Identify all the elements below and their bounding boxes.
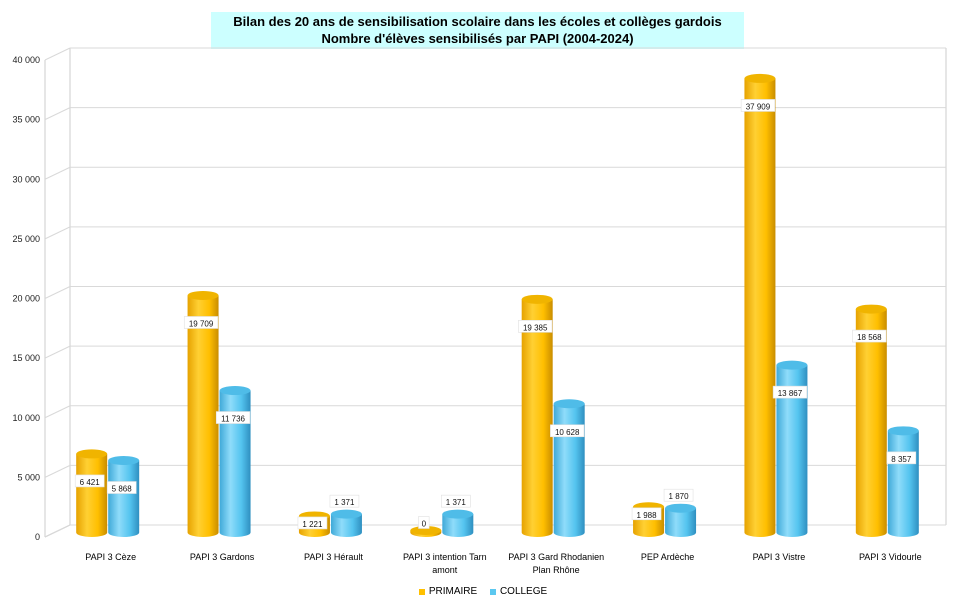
gridline xyxy=(44,286,946,299)
legend-label-college: COLLEGE xyxy=(499,586,548,597)
data-label: 1 870 xyxy=(663,488,694,502)
svg-text:8 357: 8 357 xyxy=(891,455,912,464)
data-label: 0 xyxy=(418,516,430,529)
legend-item-primaire: PRIMAIRE xyxy=(418,586,478,597)
x-tick-label: PAPI 3 Hérault xyxy=(304,552,363,562)
data-label: 1 371 xyxy=(441,494,471,508)
svg-text:1 371: 1 371 xyxy=(446,498,467,507)
y-tick-label: 5 000 xyxy=(17,472,40,482)
data-label: 13 867 xyxy=(772,385,808,399)
bar-primaire xyxy=(187,290,219,537)
bar-college xyxy=(665,503,697,537)
x-tick-label: PAPI 3 Gard Rhodanien Plan Rhône xyxy=(508,552,604,575)
svg-text:5 868: 5 868 xyxy=(112,485,133,494)
bar-primaire xyxy=(855,304,887,537)
data-label: 19 385 xyxy=(518,320,553,333)
y-tick-label: 10 000 xyxy=(12,413,40,423)
gridline xyxy=(44,524,946,538)
svg-text:0: 0 xyxy=(422,520,427,529)
legend-label-primaire: PRIMAIRE xyxy=(428,586,478,597)
legend-item-college: COLLEGE xyxy=(489,586,548,597)
data-label: 19 709 xyxy=(183,316,219,329)
y-tick-label: 20 000 xyxy=(12,294,40,304)
svg-text:1 371: 1 371 xyxy=(334,498,355,507)
data-label: 1 371 xyxy=(329,494,360,508)
legend-swatch-primaire xyxy=(418,588,425,595)
x-tick-label: PAPI 3 Gardons xyxy=(190,552,255,562)
data-label: 10 628 xyxy=(550,424,585,438)
y-tick-label: 35 000 xyxy=(12,115,40,125)
data-label: 11 736 xyxy=(215,411,251,424)
y-tick-label: 40 000 xyxy=(12,55,40,65)
data-label: 1 988 xyxy=(631,507,662,521)
svg-text:13 867: 13 867 xyxy=(778,389,803,398)
y-tick-label: 25 000 xyxy=(12,234,40,244)
gridline xyxy=(44,405,946,419)
svg-text:19 385: 19 385 xyxy=(523,323,548,332)
svg-text:18 568: 18 568 xyxy=(857,333,882,342)
x-tick-label: PEP Ardèche xyxy=(641,552,694,562)
bar-college xyxy=(442,509,474,537)
x-tick-label: PAPI 3 intention Tarn amont xyxy=(403,552,487,575)
data-label: 37 909 xyxy=(740,99,776,112)
svg-text:19 709: 19 709 xyxy=(189,319,214,328)
bar-primaire xyxy=(521,294,553,537)
data-label: 6 421 xyxy=(74,474,105,488)
svg-text:1 870: 1 870 xyxy=(669,492,690,501)
bar-college xyxy=(553,399,585,537)
chart-title: Bilan des 20 ans de sensibilisation scol… xyxy=(211,12,744,49)
gridline xyxy=(44,47,946,61)
bar-primaire xyxy=(744,73,776,537)
chart-walls xyxy=(44,48,947,538)
bar-college xyxy=(108,456,140,537)
gridline xyxy=(44,166,946,180)
bar-primaire xyxy=(410,526,442,537)
legend-swatch-college xyxy=(489,588,496,595)
y-tick-label: 15 000 xyxy=(12,353,40,363)
gridline xyxy=(44,464,946,478)
x-tick-label: PAPI 3 Cèze xyxy=(85,552,136,562)
x-tick-label: PAPI 3 Vistre xyxy=(753,552,806,562)
chart-title-line2: Nombre d'élèves sensibilisés par PAPI (2… xyxy=(321,31,634,46)
y-tick-label: 30 000 xyxy=(12,174,40,184)
bar-chart: 0 5 000 10 000 15 000 20 000 25 000 30 000 35 0… xyxy=(12,47,947,575)
svg-text:1 988: 1 988 xyxy=(637,511,658,520)
chart-title-line1: Bilan des 20 ans de sensibilisation scol… xyxy=(233,14,722,29)
data-label: 1 221 xyxy=(297,516,328,530)
y-tick-label: 0 xyxy=(35,532,40,542)
bar-primaire xyxy=(76,449,108,537)
bar-college xyxy=(330,509,362,537)
gridline xyxy=(44,226,946,240)
svg-text:10 628: 10 628 xyxy=(555,428,580,437)
bar-college xyxy=(887,426,919,537)
bar-college xyxy=(776,360,808,537)
chart-legend: PRIMAIRE COLLEGE xyxy=(0,586,966,598)
x-tick-label: PAPI 3 Vidourle xyxy=(859,552,922,562)
data-label: 5 868 xyxy=(106,481,137,494)
svg-text:37 909: 37 909 xyxy=(746,102,771,111)
gridline xyxy=(44,345,946,359)
gridline xyxy=(44,107,946,121)
bar-college xyxy=(219,386,251,537)
data-label: 18 568 xyxy=(852,329,887,343)
svg-text:6 421: 6 421 xyxy=(80,478,101,487)
data-label: 8 357 xyxy=(886,451,917,465)
svg-text:1 221: 1 221 xyxy=(302,520,323,529)
svg-text:11 736: 11 736 xyxy=(221,415,245,424)
